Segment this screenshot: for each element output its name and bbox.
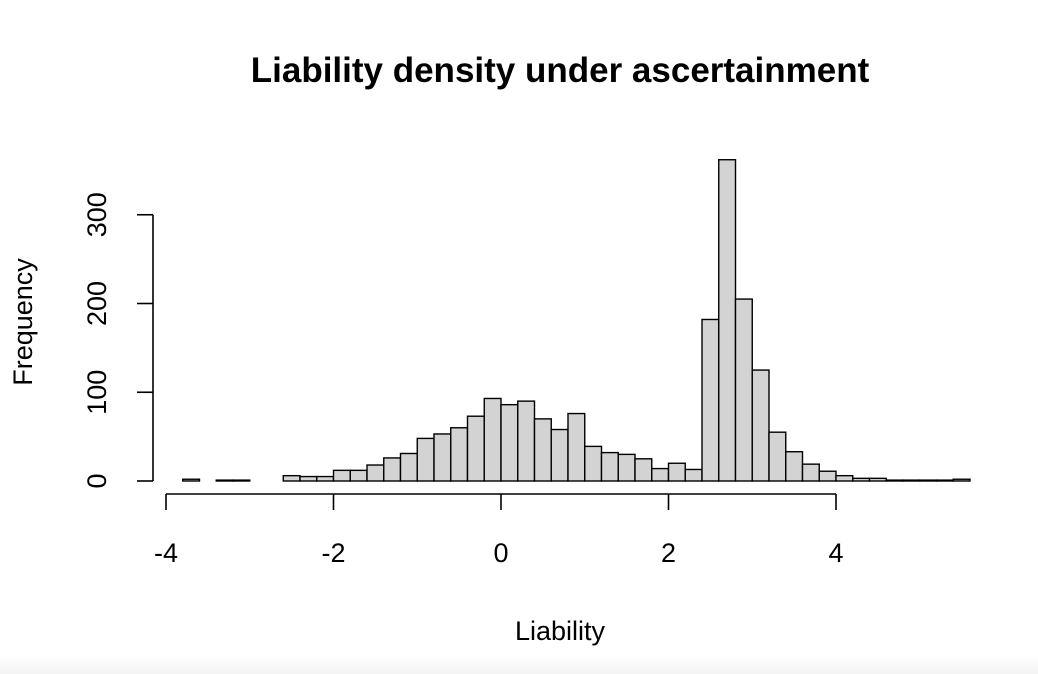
histogram-bar [667, 462, 686, 482]
histogram-bar [868, 477, 887, 482]
histogram-bar [885, 479, 904, 482]
histogram-bar [852, 477, 871, 482]
histogram-bar [785, 451, 804, 482]
y-axis-label: Frequency [8, 258, 38, 386]
histogram-bar [550, 428, 569, 482]
histogram-bar [751, 369, 770, 482]
histogram-bar [215, 479, 234, 482]
x-tick-label: 2 [661, 538, 676, 568]
y-tick-label: 0 [82, 473, 112, 488]
histogram-bar [651, 467, 670, 482]
window-bottom-edge [0, 656, 1038, 674]
histogram-bar [634, 458, 653, 482]
histogram-bar [567, 412, 586, 482]
histogram-bar [483, 397, 502, 482]
x-tick-label: -2 [321, 538, 345, 568]
histogram-bar [517, 400, 536, 482]
histogram-bar [734, 298, 753, 482]
histogram-bar [584, 445, 603, 482]
histogram-bar [935, 479, 954, 482]
histogram-bar [282, 474, 301, 482]
histogram-bar [332, 469, 351, 482]
histogram-bar [433, 433, 452, 482]
histogram-bar [768, 431, 787, 482]
y-tick-label: 100 [82, 370, 112, 415]
histogram-bar [684, 468, 703, 482]
histogram-bar [450, 427, 469, 482]
histogram-bar [902, 479, 921, 482]
histogram-bar [919, 479, 938, 482]
y-tick-label: 300 [82, 192, 112, 237]
y-tick-label: 200 [82, 281, 112, 326]
x-axis-label: Liability [515, 616, 606, 646]
histogram-bar [617, 453, 636, 482]
histogram-bar [232, 479, 251, 482]
x-tick-label: 0 [493, 538, 508, 568]
histogram-bar [349, 469, 368, 482]
histogram-bar [952, 478, 971, 482]
histogram-bar [316, 475, 335, 482]
histogram-bar [701, 318, 720, 482]
histogram-bar [416, 437, 435, 482]
histogram-bar [383, 457, 402, 482]
histogram-bar [466, 415, 485, 482]
histogram-bar [500, 403, 519, 482]
histogram-bar [835, 474, 854, 482]
x-tick-label: 4 [828, 538, 843, 568]
x-tick-label: -4 [154, 538, 178, 568]
histogram-bar [399, 452, 418, 482]
histogram-bar [366, 464, 385, 482]
histogram-bar [182, 478, 201, 482]
chart-title: Liability density under ascertainment [251, 51, 870, 90]
histogram-bar [600, 451, 619, 482]
histogram-bars [182, 159, 971, 482]
x-axis: -4 -2 0 2 4 [154, 493, 844, 568]
histogram-bar [818, 470, 837, 482]
y-axis: 0 100 200 300 [82, 192, 154, 489]
histogram-bar [299, 475, 318, 482]
histogram-bar [718, 159, 737, 482]
histogram-bar [801, 463, 820, 482]
histogram-bar [533, 418, 552, 482]
